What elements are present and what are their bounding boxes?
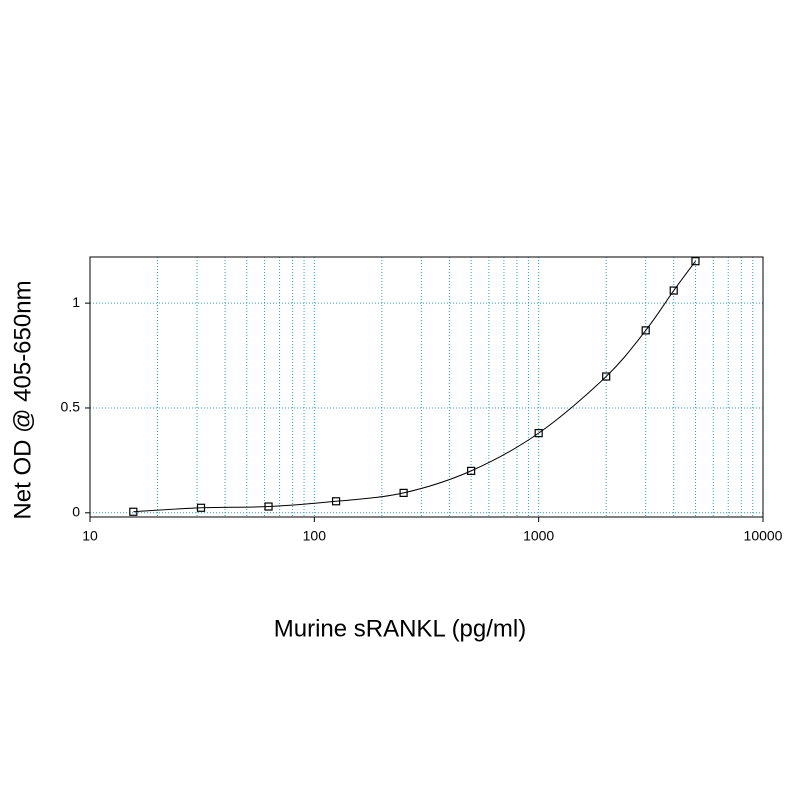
data-point bbox=[534, 429, 543, 438]
y-axis-label: Net OD @ 405-650nm bbox=[9, 280, 36, 519]
y-tick-label: 1 bbox=[72, 294, 80, 310]
y-tick-label: 0 bbox=[72, 504, 80, 520]
data-point bbox=[641, 326, 650, 335]
x-tick-label: 10000 bbox=[744, 528, 783, 544]
fit-curve bbox=[133, 260, 696, 513]
data-point bbox=[691, 257, 700, 266]
plot-frame bbox=[89, 256, 764, 518]
data-point bbox=[602, 372, 611, 381]
data-point bbox=[196, 503, 206, 512]
x-tick-label: 100 bbox=[303, 528, 327, 544]
data-point bbox=[669, 286, 678, 295]
data-point bbox=[467, 466, 476, 475]
x-tick-label: 1000 bbox=[523, 528, 554, 544]
data-point bbox=[264, 502, 273, 511]
x-tick-label: 10 bbox=[82, 528, 98, 544]
data-point bbox=[399, 488, 408, 497]
x-axis-label: Murine sRANKL (pg/ml) bbox=[274, 615, 527, 642]
data-point bbox=[129, 507, 138, 516]
data-point bbox=[331, 497, 341, 506]
y-tick-label: 0.5 bbox=[61, 399, 81, 415]
